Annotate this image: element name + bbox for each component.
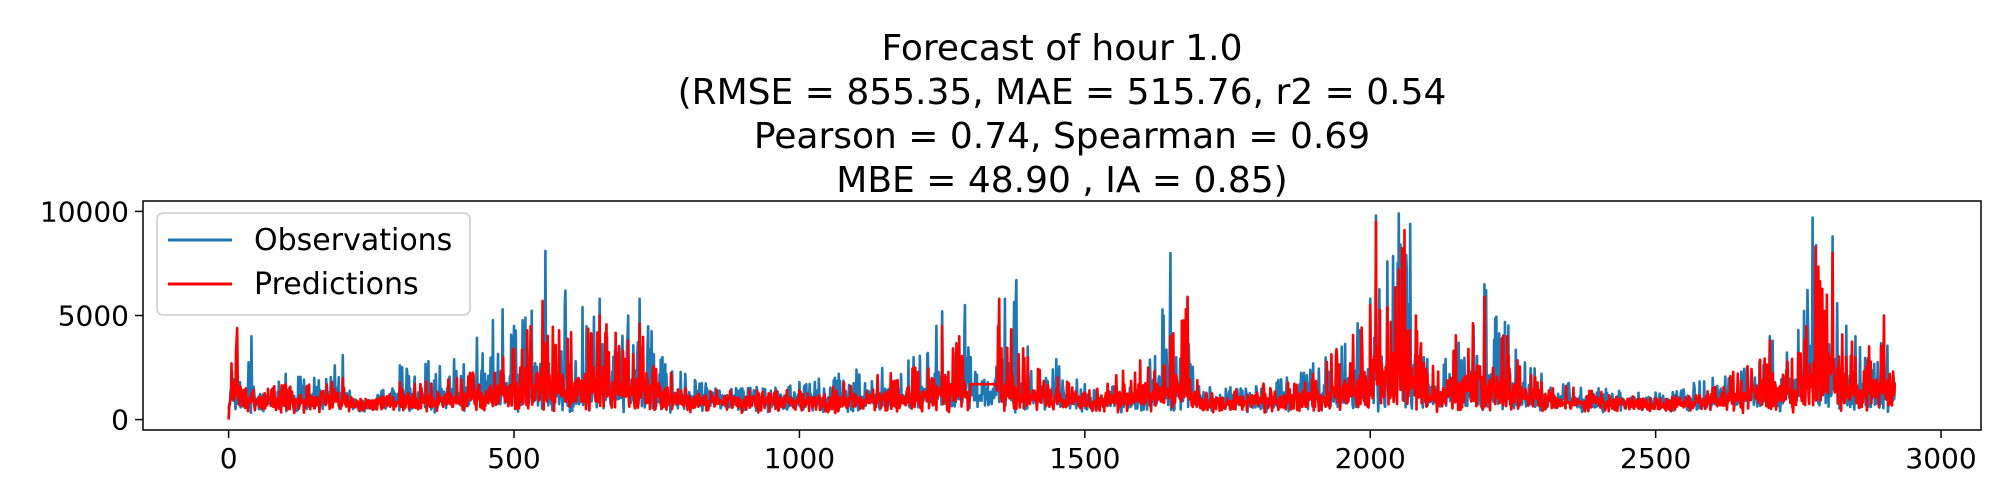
y-axis: 0 5000 10000: [40, 195, 143, 437]
x-tick-label: 500: [487, 442, 540, 475]
legend-label-predictions: Predictions: [254, 267, 419, 302]
legend-box: [156, 212, 471, 316]
x-axis: 0 500 1000 1500 2000 2500 3000: [220, 430, 1977, 475]
title-line-1: Forecast of hour 1.0: [881, 28, 1242, 69]
x-tick-label: 2500: [1620, 442, 1691, 475]
x-tick-label: 1000: [764, 442, 835, 475]
title-line-3: Pearson = 0.74, Spearman = 0.69: [754, 116, 1370, 157]
x-tick-label: 1500: [1049, 442, 1120, 475]
chart-title: Forecast of hour 1.0 (RMSE = 855.35, MAE…: [678, 28, 1447, 201]
y-tick-label: 10000: [40, 195, 129, 228]
legend-label-observations: Observations: [254, 223, 452, 258]
y-tick-label: 5000: [58, 300, 129, 333]
series-line-predictions: [227, 220, 1897, 420]
x-tick-label: 3000: [1905, 442, 1976, 475]
y-tick-label: 0: [111, 404, 129, 437]
title-line-4: MBE = 48.90 , IA = 0.85): [836, 160, 1287, 201]
legend: Observations Predictions: [156, 212, 471, 316]
x-tick-label: 0: [220, 442, 238, 475]
series-lines: [227, 212, 1897, 420]
x-tick-label: 2000: [1335, 442, 1406, 475]
title-line-2: (RMSE = 855.35, MAE = 515.76, r2 = 0.54: [678, 72, 1447, 113]
